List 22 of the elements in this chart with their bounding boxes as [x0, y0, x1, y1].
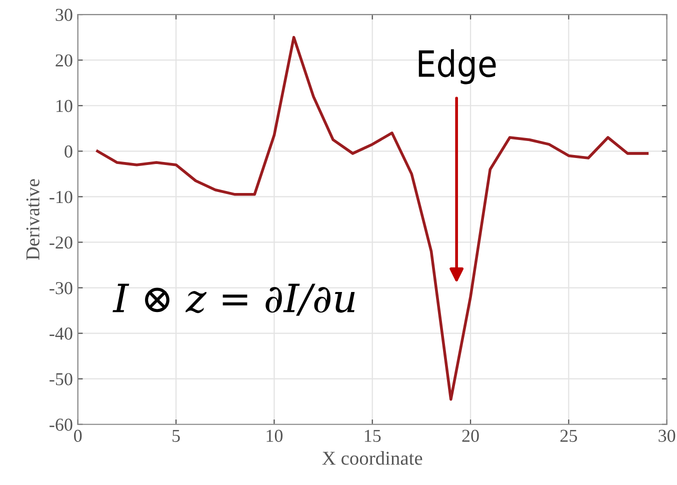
- y-tick-label: 0: [64, 145, 72, 158]
- x-tick-label: 30: [658, 430, 676, 442]
- x-tick-label: 10: [266, 430, 283, 442]
- y-tick-label: 30: [56, 8, 72, 21]
- line-series: [96, 36, 649, 401]
- annotation: I ⊗ z = ∂I/∂u: [112, 284, 355, 316]
- x-tick-label: 20: [462, 430, 479, 442]
- y-tick-label: -60: [50, 418, 72, 431]
- y-tick-label: -30: [50, 282, 72, 294]
- y-tick-label: -20: [50, 236, 72, 249]
- x-tick-label: 5: [172, 430, 180, 442]
- y-tick-label: -50: [50, 373, 72, 386]
- y-axis-title: Derivative: [26, 179, 40, 260]
- x-tick-label: 0: [74, 430, 82, 442]
- y-tick-label: -40: [50, 328, 72, 340]
- y-tick-label: 10: [56, 100, 72, 112]
- x-tick-label: 25: [560, 430, 577, 442]
- annotation: Edge: [418, 49, 496, 84]
- y-tick-label: 20: [56, 54, 72, 67]
- y-tick-label: -10: [50, 190, 72, 204]
- x-axis-title: X coordinate: [322, 451, 422, 465]
- x-tick-label: 15: [364, 430, 381, 442]
